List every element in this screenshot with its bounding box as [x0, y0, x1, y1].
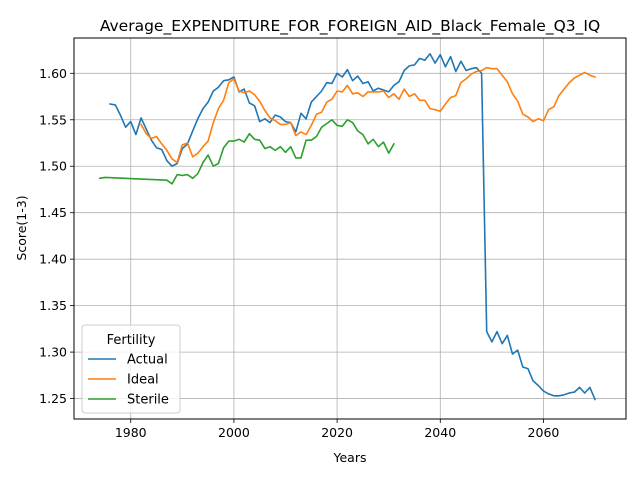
series-lines [98, 52, 597, 401]
y-tick-label: 1.60 [39, 66, 67, 81]
x-tick-label: 1980 [115, 425, 147, 440]
y-tick-label: 1.40 [39, 252, 67, 267]
legend: Fertility Actual Ideal Sterile [81, 324, 181, 414]
series-line-ideal [140, 66, 597, 164]
y-tick-label: 1.25 [39, 391, 67, 406]
grid [74, 38, 626, 419]
legend-items: Actual Ideal Sterile [88, 353, 169, 408]
series-line-actual [109, 52, 597, 401]
y-tick-label: 1.35 [39, 298, 67, 313]
plot-area-frame [73, 37, 627, 420]
legend-title: Fertility [107, 333, 156, 348]
x-axis-ticks: 1980 2000 2020 2040 2060 [115, 419, 560, 440]
y-tick-label: 1.45 [39, 205, 67, 220]
legend-label-ideal: Ideal [127, 373, 159, 388]
legend-label-actual: Actual [127, 353, 168, 368]
x-tick-label: 2020 [321, 425, 353, 440]
chart-title: Average_EXPENDITURE_FOR_FOREIGN_AID_Blac… [100, 17, 600, 36]
y-tick-label: 1.55 [39, 112, 67, 127]
x-tick-label: 2000 [218, 425, 250, 440]
y-axis-label: Score(1-3) [14, 195, 29, 260]
x-tick-label: 2060 [528, 425, 560, 440]
series-line-sterile [98, 119, 395, 185]
legend-label-sterile: Sterile [127, 393, 169, 408]
y-tick-label: 1.50 [39, 159, 67, 174]
x-axis-label: Years [333, 450, 367, 465]
y-tick-label: 1.30 [39, 345, 67, 360]
y-axis-ticks: 1.25 1.30 1.35 1.40 1.45 1.50 1.55 1.60 [39, 66, 74, 406]
x-tick-label: 2040 [424, 425, 456, 440]
legend-box [81, 324, 181, 414]
